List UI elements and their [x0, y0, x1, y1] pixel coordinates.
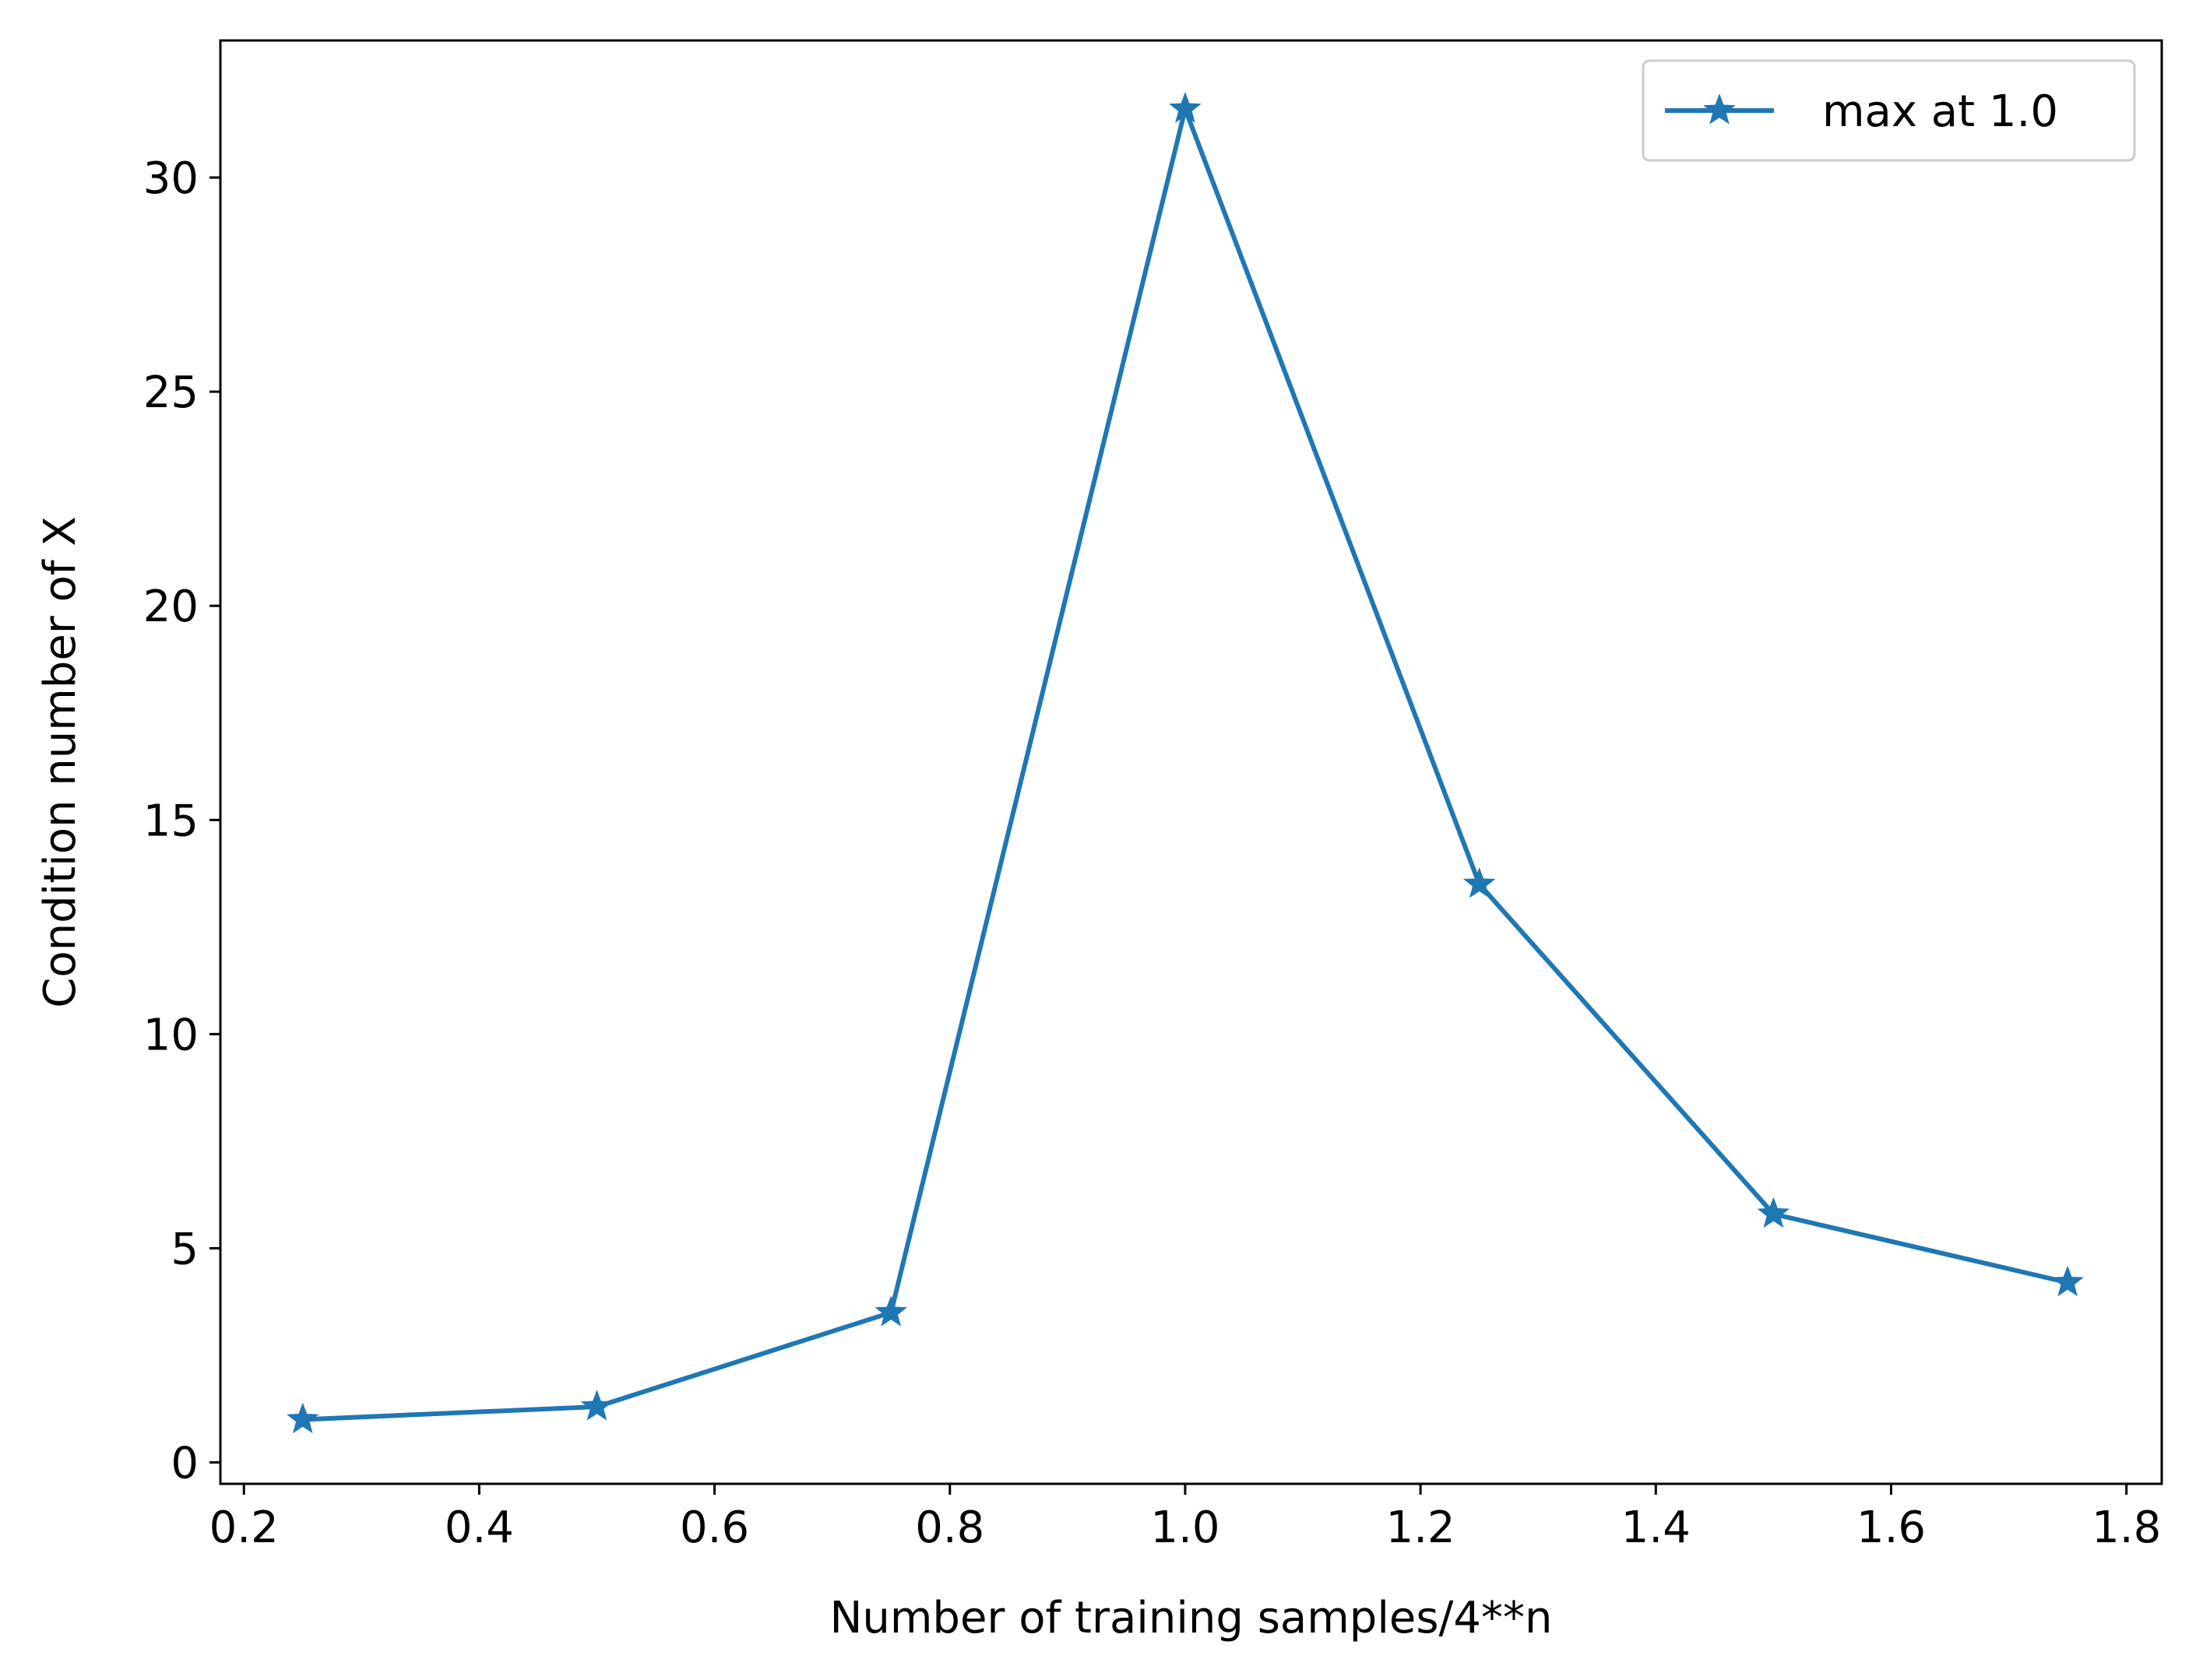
x-tick-label: 0.2: [209, 1503, 279, 1553]
data-point-star: [875, 1295, 907, 1327]
data-point-star: [2051, 1265, 2084, 1297]
x-tick-label: 1.8: [2092, 1503, 2161, 1553]
x-tick-label: 0.8: [915, 1503, 984, 1553]
legend-box: [1642, 59, 2136, 162]
x-tick-label: 0.4: [445, 1503, 514, 1553]
x-tick-label: 0.6: [680, 1503, 749, 1553]
axes: Number of training samples/4**n Conditio…: [35, 39, 2163, 1643]
data-point-star: [580, 1390, 614, 1421]
y-tick-label: 20: [143, 582, 199, 632]
y-axis-label: Condition number of X: [35, 516, 86, 1008]
x-tick-label: 1.2: [1386, 1503, 1455, 1553]
legend: max at 1.0: [1642, 59, 2136, 162]
x-axis-label: Number of training samples/4**n: [829, 1593, 1552, 1643]
axes-frame: [219, 39, 2163, 1485]
x-tick-label: 1.6: [1856, 1503, 1926, 1553]
data-point-star: [286, 1402, 319, 1434]
y-tick-label: 15: [143, 796, 199, 846]
x-tick-label: 1.4: [1621, 1503, 1691, 1553]
x-tick-label: 1.0: [1150, 1503, 1219, 1553]
y-tick-label: 30: [143, 153, 199, 204]
y-tick-label: 25: [143, 367, 199, 418]
y-tick-label: 5: [171, 1224, 199, 1274]
y-tick-label: 10: [143, 1010, 199, 1060]
data-point-star: [1169, 92, 1202, 123]
data-point-star: [1462, 866, 1496, 898]
legend-entry-label: max at 1.0: [1822, 86, 2058, 137]
plot-area: [286, 92, 2084, 1434]
y-tick-label: 0: [171, 1438, 199, 1488]
legend-marker-star: [1703, 93, 1736, 125]
data-point-star: [1757, 1197, 1790, 1228]
